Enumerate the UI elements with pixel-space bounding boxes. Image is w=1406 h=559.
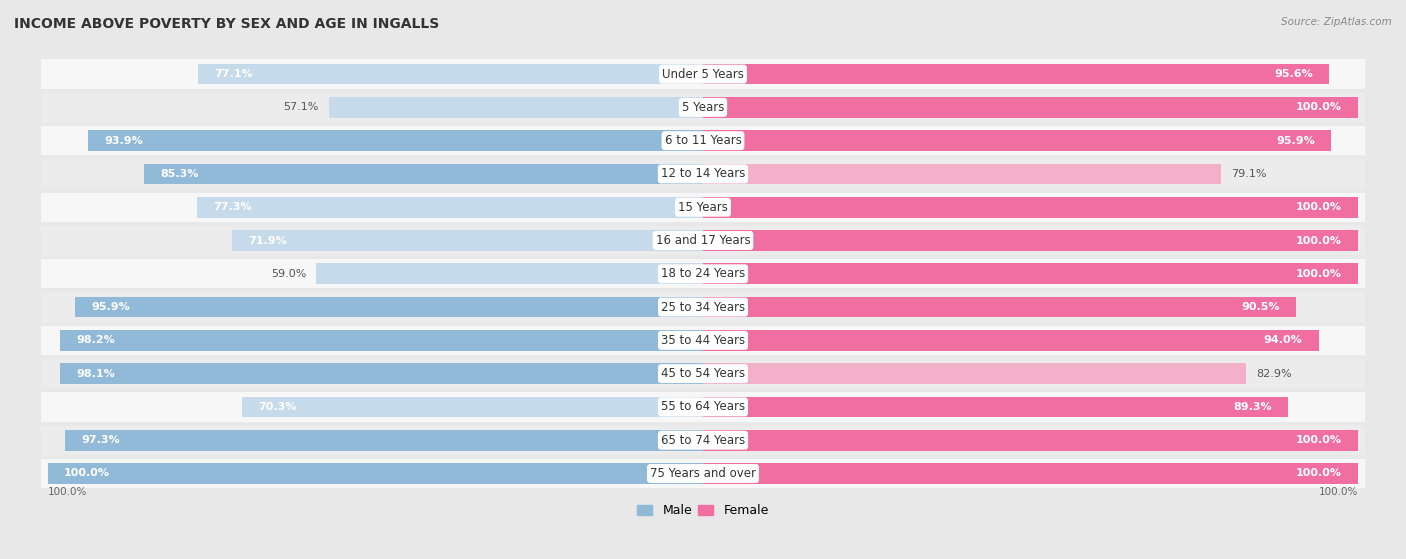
Bar — [41, 59, 1365, 89]
Bar — [41, 326, 1365, 355]
Bar — [59, 330, 703, 350]
Text: 100.0%: 100.0% — [1296, 269, 1341, 279]
Bar — [197, 197, 703, 217]
Bar — [703, 197, 1358, 217]
Text: 94.0%: 94.0% — [1264, 335, 1302, 345]
Bar — [41, 459, 1365, 488]
Bar — [703, 263, 1358, 284]
Text: 59.0%: 59.0% — [271, 269, 307, 279]
Text: 70.3%: 70.3% — [259, 402, 297, 412]
Bar — [703, 64, 1330, 84]
Text: 35 to 44 Years: 35 to 44 Years — [661, 334, 745, 347]
Bar — [703, 430, 1358, 451]
Bar — [41, 126, 1365, 155]
Bar — [66, 430, 703, 451]
Bar — [703, 130, 1331, 151]
Text: 98.2%: 98.2% — [76, 335, 115, 345]
Text: 6 to 11 Years: 6 to 11 Years — [665, 134, 741, 147]
Text: 77.1%: 77.1% — [214, 69, 253, 79]
Text: 95.9%: 95.9% — [91, 302, 129, 312]
Text: 93.9%: 93.9% — [104, 136, 143, 146]
Bar — [41, 159, 1365, 188]
Legend: Male, Female: Male, Female — [633, 499, 773, 522]
Text: 15 Years: 15 Years — [678, 201, 728, 214]
Text: 82.9%: 82.9% — [1256, 368, 1292, 378]
Text: 12 to 14 Years: 12 to 14 Years — [661, 168, 745, 181]
Text: 100.0%: 100.0% — [48, 487, 87, 498]
Bar — [41, 425, 1365, 455]
Bar — [703, 97, 1358, 118]
Text: 5 Years: 5 Years — [682, 101, 724, 114]
Bar — [41, 226, 1365, 255]
Bar — [41, 93, 1365, 122]
Bar — [703, 363, 1246, 384]
Text: Under 5 Years: Under 5 Years — [662, 68, 744, 80]
Bar — [703, 297, 1296, 318]
Text: 18 to 24 Years: 18 to 24 Years — [661, 267, 745, 280]
Text: 95.9%: 95.9% — [1277, 136, 1315, 146]
Bar — [41, 193, 1365, 222]
Text: 75 Years and over: 75 Years and over — [650, 467, 756, 480]
Text: 100.0%: 100.0% — [1296, 102, 1341, 112]
Bar — [232, 230, 703, 251]
Text: 25 to 34 Years: 25 to 34 Years — [661, 301, 745, 314]
Bar — [703, 463, 1358, 484]
Text: 97.3%: 97.3% — [82, 435, 121, 445]
Bar — [198, 64, 703, 84]
Text: 100.0%: 100.0% — [65, 468, 110, 479]
Text: 65 to 74 Years: 65 to 74 Years — [661, 434, 745, 447]
Bar — [703, 230, 1358, 251]
Text: 100.0%: 100.0% — [1296, 435, 1341, 445]
Bar — [703, 330, 1319, 350]
Bar — [703, 164, 1222, 184]
Text: 100.0%: 100.0% — [1319, 487, 1358, 498]
Bar — [329, 97, 703, 118]
Bar — [60, 363, 703, 384]
Bar — [87, 130, 703, 151]
Bar — [703, 396, 1288, 417]
Bar — [41, 392, 1365, 421]
Text: 98.1%: 98.1% — [76, 368, 115, 378]
Bar — [41, 259, 1365, 288]
Text: 100.0%: 100.0% — [1296, 468, 1341, 479]
Text: 79.1%: 79.1% — [1232, 169, 1267, 179]
Text: 55 to 64 Years: 55 to 64 Years — [661, 400, 745, 414]
Text: 90.5%: 90.5% — [1241, 302, 1279, 312]
Bar — [242, 396, 703, 417]
Text: 85.3%: 85.3% — [160, 169, 198, 179]
Text: 45 to 54 Years: 45 to 54 Years — [661, 367, 745, 380]
Text: 16 and 17 Years: 16 and 17 Years — [655, 234, 751, 247]
Text: 71.9%: 71.9% — [249, 235, 287, 245]
Bar — [48, 463, 703, 484]
Text: INCOME ABOVE POVERTY BY SEX AND AGE IN INGALLS: INCOME ABOVE POVERTY BY SEX AND AGE IN I… — [14, 17, 439, 31]
Text: 77.3%: 77.3% — [212, 202, 252, 212]
Bar — [143, 164, 703, 184]
Text: Source: ZipAtlas.com: Source: ZipAtlas.com — [1281, 17, 1392, 27]
Bar — [316, 263, 703, 284]
Text: 100.0%: 100.0% — [1296, 235, 1341, 245]
Bar — [41, 292, 1365, 322]
Text: 95.6%: 95.6% — [1274, 69, 1313, 79]
Bar — [75, 297, 703, 318]
Text: 100.0%: 100.0% — [1296, 202, 1341, 212]
Text: 89.3%: 89.3% — [1233, 402, 1272, 412]
Text: 57.1%: 57.1% — [284, 102, 319, 112]
Bar — [41, 359, 1365, 389]
